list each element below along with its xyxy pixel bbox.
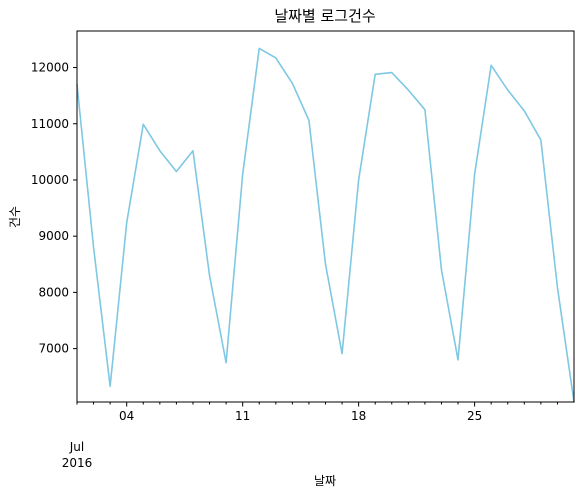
chart-title: 날짜별 로그건수 xyxy=(274,7,375,25)
x-tick-label: 25 xyxy=(467,409,482,423)
x-axis-ticks: 04 11 18 25 xyxy=(76,402,558,423)
y-tick-label: 11000 xyxy=(31,117,69,131)
x-tick-label: 18 xyxy=(351,409,366,423)
x-tick-label: 04 xyxy=(119,409,134,423)
y-tick-label: 8000 xyxy=(38,285,69,299)
y-axis-label: 건수 xyxy=(8,206,22,228)
series-line xyxy=(76,47,575,403)
y-axis-ticks: 7000 8000 9000 10000 11000 12000 xyxy=(31,61,77,356)
y-tick-label: 12000 xyxy=(31,61,69,75)
y-tick-label: 10000 xyxy=(31,173,69,187)
y-tick-label: 7000 xyxy=(38,342,69,356)
x-tick-label: 11 xyxy=(235,409,250,423)
x-axis-label: 날짜 xyxy=(314,474,336,488)
x-axis-year-label: 2016 xyxy=(62,456,93,470)
plot-frame xyxy=(76,30,575,403)
y-tick-label: 9000 xyxy=(38,229,69,243)
x-axis-month-label: Jul xyxy=(69,440,84,454)
